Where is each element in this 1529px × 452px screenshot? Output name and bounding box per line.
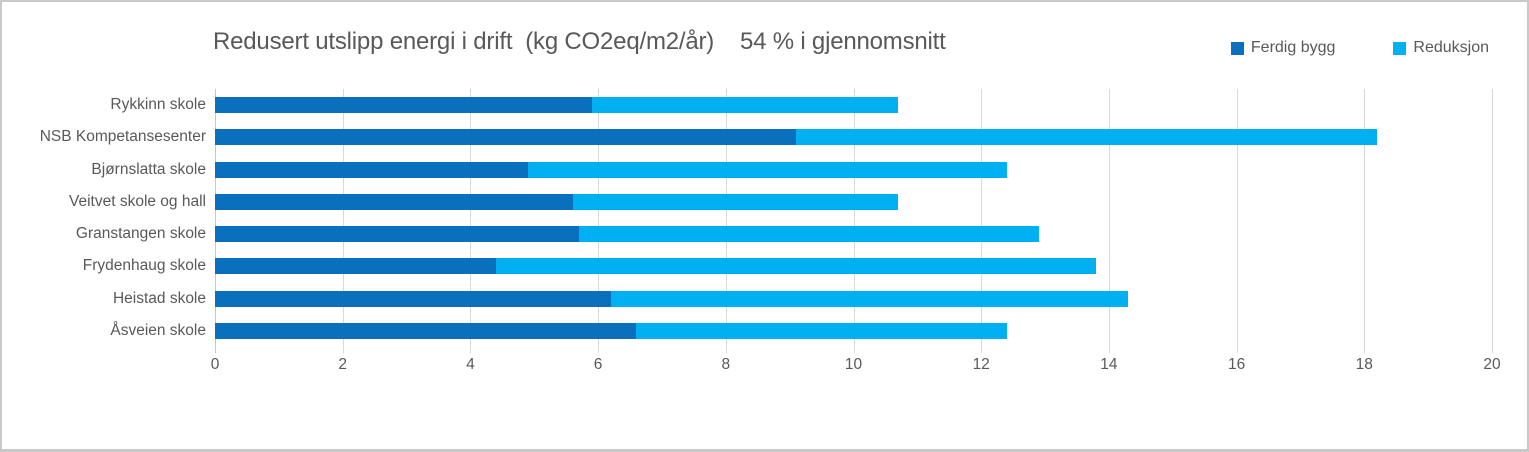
category-label: Granstangen skole: [75, 225, 206, 243]
category-label: Veitvet skole og hall: [68, 192, 206, 210]
category-label: NSB Kompetansesenter: [39, 128, 206, 146]
gridline: [342, 89, 344, 353]
gridline: [1492, 89, 1493, 353]
bar-segment-ferdig-bygg: [215, 226, 579, 243]
bar-row: [215, 97, 1492, 114]
gridline: [598, 89, 600, 353]
category-label: Bjørnslatta skole: [91, 160, 206, 178]
x-axis: 0 2 4 6 8 10 12 14 16 18 20: [211, 356, 1501, 378]
x-tick-label: 18: [1355, 356, 1373, 373]
bar-segment-ferdig-bygg: [215, 161, 528, 178]
x-tick-label: 12: [972, 356, 990, 373]
gridline: [853, 89, 855, 353]
bar-segment-reduksjon: [578, 226, 1039, 243]
bar-row: [215, 193, 1492, 210]
category-label: Åsveien skole: [110, 321, 206, 339]
bar-segment-ferdig-bygg: [215, 290, 611, 307]
category-axis-labels: Rykkinn skole NSB Kompetansesenter Bjørnsl…: [2, 89, 206, 347]
plot-area: [215, 89, 1493, 353]
x-tick-label: 14: [1100, 356, 1118, 373]
bar-row: [215, 129, 1492, 146]
x-tick-label: 0: [210, 356, 220, 373]
category-label: Heistad skole: [112, 289, 206, 307]
bar-segment-reduksjon: [636, 322, 1007, 339]
category-label: Rykkinn skole: [110, 96, 206, 114]
x-tick-label: 6: [593, 356, 603, 373]
bar-row: [215, 226, 1492, 243]
legend-label-ferdig-bygg: Ferdig bygg: [1250, 39, 1336, 56]
bar-segment-ferdig-bygg: [215, 129, 797, 146]
bar-segment-reduksjon: [572, 193, 899, 210]
gridline: [981, 89, 983, 353]
legend-item-ferdig-bygg: Ferdig bygg: [1230, 39, 1336, 57]
gridline: [1364, 89, 1366, 353]
category-label: Frydenhaug skole: [82, 257, 206, 275]
legend-label-reduksjon: Reduksjon: [1413, 39, 1489, 56]
x-tick-label: 10: [844, 356, 863, 373]
bar-row: [215, 161, 1492, 178]
gridline: [1108, 89, 1110, 353]
bar-row: [215, 290, 1492, 307]
bar-segment-ferdig-bygg: [215, 97, 592, 114]
value-axis-line: [215, 89, 216, 353]
bar-segment-ferdig-bygg: [215, 258, 496, 275]
chart-title: Redusert utslipp energi i drift (kg CO2e…: [213, 28, 946, 55]
bar-row: [215, 322, 1492, 339]
legend: Ferdig bygg Reduksjon: [1230, 39, 1489, 57]
x-tick-label: 16: [1227, 356, 1246, 373]
gridline: [470, 89, 472, 353]
bar-segment-ferdig-bygg: [215, 193, 573, 210]
gridline: [725, 89, 727, 353]
bar-row: [215, 258, 1492, 275]
x-tick-label: 4: [466, 356, 475, 373]
bar-segment-ferdig-bygg: [215, 322, 637, 339]
bar-segment-reduksjon: [495, 258, 1097, 275]
legend-swatch-ferdig-bygg: [1230, 41, 1244, 55]
bar-segment-reduksjon: [796, 129, 1378, 146]
bar-segment-reduksjon: [527, 161, 1007, 178]
bar-segment-reduksjon: [610, 290, 1129, 307]
bar-segment-reduksjon: [591, 97, 899, 114]
x-tick-label: 20: [1483, 356, 1501, 373]
legend-item-reduksjon: Reduksjon: [1393, 39, 1489, 57]
legend-swatch-reduksjon: [1393, 41, 1407, 55]
gridline: [1236, 89, 1238, 353]
x-tick-label: 2: [338, 356, 347, 373]
x-tick-label: 8: [721, 356, 731, 373]
